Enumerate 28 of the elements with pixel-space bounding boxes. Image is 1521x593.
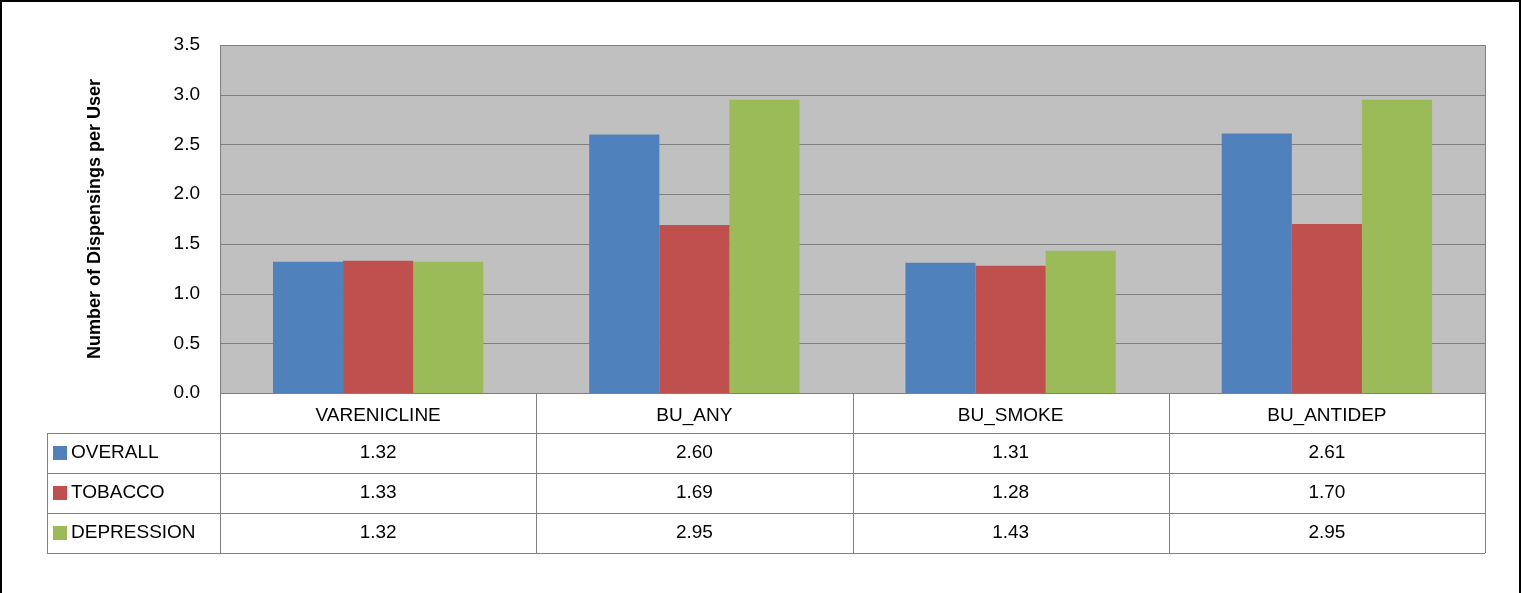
x-tick-label: BU_SMOKE: [957, 403, 1064, 426]
y-tick-label: 0.5: [173, 331, 200, 353]
y-tick-label: 3.5: [173, 33, 200, 55]
data-label: 1.69: [675, 481, 713, 503]
data-label: 2.61: [1308, 441, 1346, 463]
data-label: 1.70: [1308, 481, 1346, 503]
legend-label: OVERALL: [71, 441, 159, 463]
y-tick-label: 1.5: [173, 232, 200, 254]
data-label: 2.60: [675, 441, 713, 463]
data-label: 1.43: [992, 521, 1030, 543]
y-tick-label: 1.0: [173, 281, 200, 303]
legend-label: DEPRESSION: [71, 521, 196, 543]
x-tick-label: BU_ANY: [656, 403, 733, 426]
y-tick-label: 2.5: [173, 132, 200, 154]
x-tick-label: BU_ANTIDEP: [1267, 403, 1387, 426]
data-label: 2.95: [1308, 521, 1346, 543]
y-axis-title: Number of Dispensings per User: [83, 78, 104, 360]
legend-label: TOBACCO: [71, 481, 165, 503]
data-label: 1.32: [359, 521, 397, 543]
y-tick-label: 0.0: [173, 381, 200, 403]
y-tick-label: 2.0: [173, 182, 200, 204]
data-label: 2.95: [675, 521, 713, 543]
data-label: 1.32: [359, 441, 397, 463]
data-label: 1.33: [359, 481, 397, 503]
y-tick-label: 3.0: [173, 82, 200, 104]
data-label: 1.31: [992, 441, 1030, 463]
x-tick-label: VARENICLINE: [315, 403, 441, 425]
data-label: 1.28: [992, 481, 1030, 503]
